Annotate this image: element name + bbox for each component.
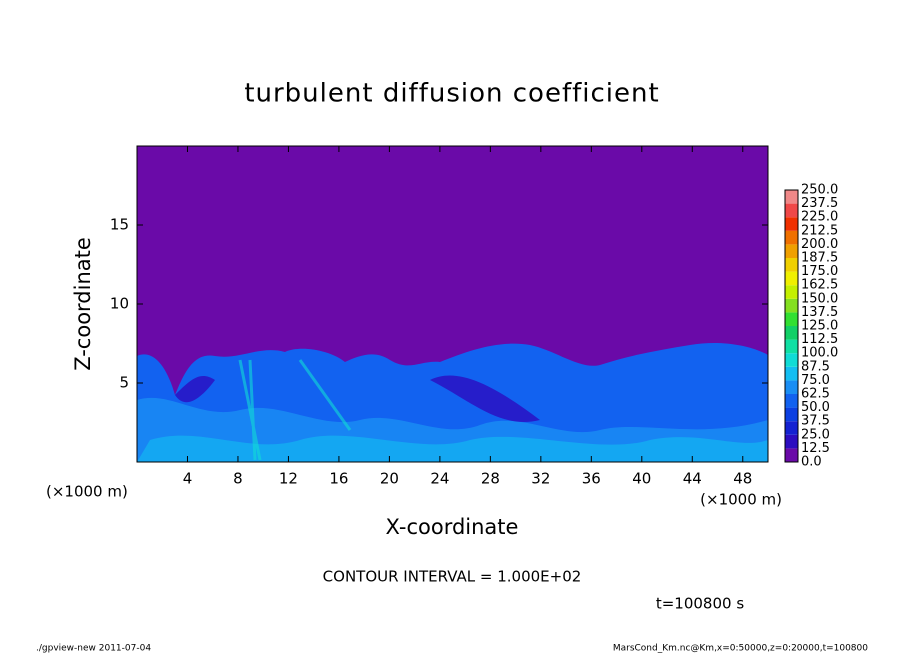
field-layer <box>175 375 540 422</box>
colorbar-label: 150.0 <box>801 291 838 306</box>
colorbar-bin <box>785 326 798 340</box>
colorbar-label: 112.5 <box>801 332 838 347</box>
x-tick-label: 12 <box>279 470 298 488</box>
colorbar-bin <box>785 380 798 394</box>
colorbar-label: 87.5 <box>801 359 830 374</box>
y-tick-label: 5 <box>119 374 129 392</box>
colorbar-label: 237.5 <box>801 196 838 211</box>
x-tick-label: 44 <box>683 470 702 488</box>
colorbar-label: 187.5 <box>801 251 838 266</box>
x-tick-label: 4 <box>183 470 193 488</box>
annotation: CONTOUR INTERVAL = 1.000E+02 <box>323 568 582 586</box>
colorbar-label: 175.0 <box>801 264 838 279</box>
colorbar-bin <box>785 312 798 326</box>
x-tick-label: 28 <box>481 470 500 488</box>
colorbar-label: 62.5 <box>801 387 830 402</box>
x-tick-label: 48 <box>733 470 752 488</box>
colorbar-bin <box>785 230 798 245</box>
footer-left: ./gpview-new 2011-07-04 <box>36 644 151 654</box>
colorbar-label: 50.0 <box>801 400 830 415</box>
y-tick-label: 15 <box>110 216 129 234</box>
x-tick-label: 24 <box>430 470 449 488</box>
colorbar-label: 75.0 <box>801 373 830 388</box>
y-tick-label: 10 <box>110 295 129 313</box>
colorbar-label: 0.0 <box>801 455 822 470</box>
colorbar-bin <box>785 203 798 218</box>
colorbar-bin <box>785 366 798 381</box>
colorbar-bin <box>785 407 798 422</box>
y-axis-label: Z-coordinate <box>71 237 95 371</box>
colorbar-bin <box>785 353 798 367</box>
x-unit-label: (×1000 m) <box>46 483 128 501</box>
x-tick-label: 32 <box>531 470 550 488</box>
x-unit-label: (×1000 m) <box>700 491 782 509</box>
x-tick-label: 36 <box>582 470 601 488</box>
field-streak <box>238 359 352 461</box>
footer-right: MarsCond_Km.nc@Km,x=0:50000,z=0:20000,t=… <box>613 644 868 654</box>
colorbar-bin <box>785 217 798 231</box>
colorbar-bin <box>785 298 798 313</box>
colorbar-label: 212.5 <box>801 223 838 238</box>
colorbar-label: 137.5 <box>801 305 838 320</box>
colorbar-label: 225.0 <box>801 210 838 225</box>
colorbar-bin <box>785 258 798 272</box>
colorbar-bin <box>785 434 798 449</box>
colorbar-label: 162.5 <box>801 278 838 293</box>
colorbar-bin <box>785 244 798 258</box>
time-label: t=100800 s <box>656 595 744 613</box>
field-layer <box>137 435 768 462</box>
x-tick-label: 8 <box>233 470 243 488</box>
x-axis-label: X-coordinate <box>386 515 519 539</box>
colorbar-bin <box>785 271 798 286</box>
colorbar-label: 250.0 <box>801 183 838 198</box>
chart-title: turbulent diffusion coefficient <box>244 79 659 109</box>
x-tick-label: 16 <box>329 470 348 488</box>
field <box>137 146 768 462</box>
x-tick-label: 20 <box>380 470 399 488</box>
colorbar-label: 100.0 <box>801 346 838 361</box>
colorbar-frame <box>784 189 799 463</box>
colorbar-bin <box>785 285 798 299</box>
x-tick-label: 40 <box>632 470 651 488</box>
colorbar-label: 200.0 <box>801 237 838 252</box>
colorbar-label: 12.5 <box>801 441 830 456</box>
colorbar-bin <box>785 190 798 204</box>
colorbar-bin <box>785 421 798 435</box>
colorbar-label: 25.0 <box>801 427 830 442</box>
colorbar-label: 125.0 <box>801 319 838 334</box>
colorbar-bin <box>785 394 798 408</box>
colorbar-bin <box>785 448 798 462</box>
colorbar-label: 37.5 <box>801 414 830 429</box>
colorbar-bin <box>785 339 798 354</box>
